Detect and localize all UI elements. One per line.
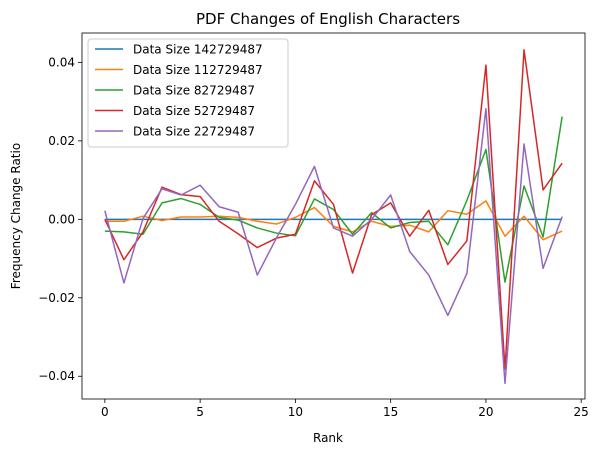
x-tick-label: 20 bbox=[478, 405, 493, 419]
x-tick-label: 10 bbox=[288, 405, 303, 419]
y-tick-label: −0.04 bbox=[38, 369, 75, 383]
legend: Data Size 142729487 Data Size 112729487 Da… bbox=[87, 38, 289, 148]
series-line-5 bbox=[104, 107, 563, 385]
x-axis-label: Rank bbox=[313, 431, 343, 445]
x-tick-label: 15 bbox=[383, 405, 398, 419]
series-layer bbox=[104, 49, 563, 385]
y-axis-ticks: −0.04 −0.02 0.00 0.02 0.04 bbox=[38, 55, 82, 383]
x-tick-label: 25 bbox=[574, 405, 589, 419]
y-tick-label: 0.02 bbox=[48, 134, 75, 148]
legend-label: Data Size 142729487 bbox=[133, 43, 263, 57]
legend-label: Data Size 82729487 bbox=[133, 84, 255, 98]
y-tick-label: 0.04 bbox=[48, 55, 75, 69]
y-axis-label: Frequency Change Ratio bbox=[9, 143, 23, 289]
series-line-3 bbox=[104, 116, 563, 283]
plot-frame bbox=[81, 32, 586, 400]
y-tick-label: −0.02 bbox=[38, 291, 75, 305]
legend-box bbox=[87, 38, 289, 148]
legend-label: Data Size 112729487 bbox=[133, 63, 263, 77]
chart-title: PDF Changes of English Characters bbox=[196, 10, 460, 28]
x-tick-label: 0 bbox=[101, 405, 109, 419]
y-tick-label: 0.00 bbox=[48, 212, 75, 226]
legend-label: Data Size 22729487 bbox=[133, 125, 255, 139]
x-tick-label: 5 bbox=[196, 405, 204, 419]
x-axis-ticks: 0 5 10 15 20 25 bbox=[101, 399, 589, 419]
legend-label: Data Size 52729487 bbox=[133, 104, 255, 118]
